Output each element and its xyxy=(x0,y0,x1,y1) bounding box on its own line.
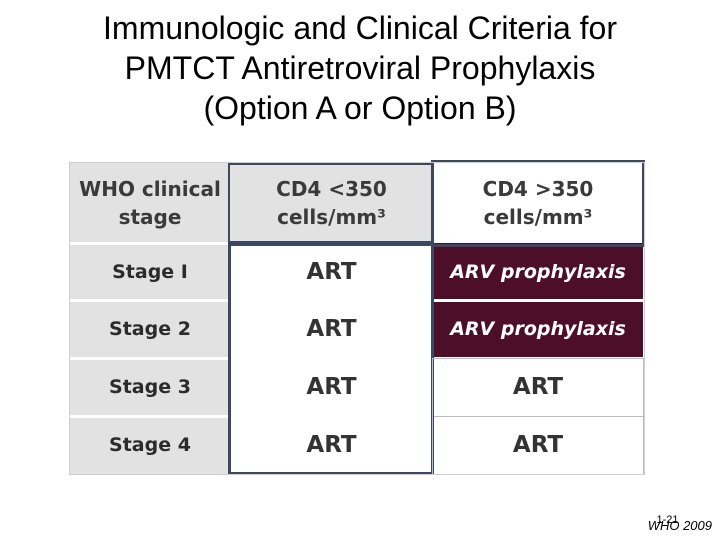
row-stage-1-label: Stage I xyxy=(70,243,230,300)
row-divider xyxy=(70,242,230,245)
header-who-stage-line1: WHO clinical xyxy=(79,177,221,201)
row-divider xyxy=(232,357,431,360)
slide-title: Immunologic and Clinical Criteria for PM… xyxy=(0,8,720,128)
header-cd4-below-350: CD4 <350 cells/mm³ xyxy=(230,163,433,243)
row-divider xyxy=(232,299,431,302)
header-cd4-below-350-line1: CD4 <350 xyxy=(276,177,387,201)
row-divider xyxy=(70,299,230,302)
row-stage-4-label: Stage 4 xyxy=(70,416,230,474)
title-line-3: (Option A or Option B) xyxy=(203,90,517,126)
row-divider xyxy=(232,415,431,418)
row-stage-3-cd4-below: ART xyxy=(230,358,433,416)
slide-number: 1-21 xyxy=(656,514,679,526)
row-divider xyxy=(433,299,643,302)
row-stage-3-label: Stage 3 xyxy=(70,358,230,416)
row-divider xyxy=(70,415,230,418)
row-stage-1-cd4-above: ARV prophylaxis xyxy=(433,243,643,300)
row-stage-1-cd4-below: ART xyxy=(230,243,433,300)
row-stage-4-cd4-below: ART xyxy=(230,416,433,474)
header-cd4-above-350-line1: CD4 >350 xyxy=(482,177,594,201)
title-line-1: Immunologic and Clinical Criteria for xyxy=(103,10,617,46)
source-citation: WHO 2009 xyxy=(647,518,712,533)
row-divider xyxy=(70,357,230,360)
row-stage-2-label: Stage 2 xyxy=(70,300,230,358)
header-who-stage-line2: stage xyxy=(118,205,182,229)
header-cd4-above-350-line2: cells/mm³ xyxy=(483,205,593,229)
row-stage-2-cd4-above: ARV prophylaxis xyxy=(433,300,643,358)
row-stage-4-cd4-above: ART xyxy=(433,416,643,474)
header-cd4-below-350-line2: cells/mm³ xyxy=(277,205,386,229)
row-stage-2-cd4-below: ART xyxy=(230,300,433,358)
title-line-2: PMTCT Antiretroviral Prophylaxis xyxy=(124,50,596,86)
header-cd4-above-350: CD4 >350 cells/mm³ xyxy=(433,163,643,243)
row-divider xyxy=(433,357,643,360)
row-stage-3-cd4-above: ART xyxy=(433,358,643,416)
header-who-stage: WHO clinical stage xyxy=(70,163,230,243)
